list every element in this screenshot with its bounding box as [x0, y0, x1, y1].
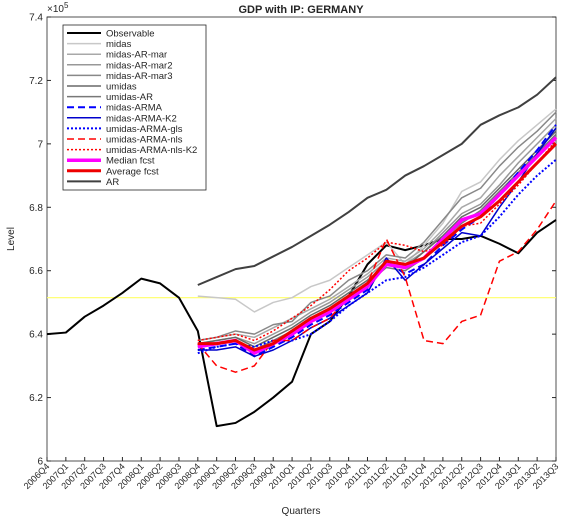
y-multiplier-exponent: 5: [64, 1, 69, 10]
legend-label: midas: [106, 39, 132, 50]
y-tick-label: 6.8: [29, 203, 43, 214]
series-line: [197, 108, 557, 313]
legend: Observablemidasmidas-AR-marmidas-AR-mar2…: [62, 24, 207, 191]
y-tick-label: 7: [37, 139, 43, 150]
legend-label: Average fcst: [106, 166, 159, 177]
series-line: [197, 124, 557, 345]
legend-box: [62, 24, 207, 191]
series-line: [197, 142, 558, 352]
chart-title: GDP with IP: GERMANY: [238, 4, 364, 16]
legend-label: umidas: [106, 82, 137, 93]
y-tick-label: 7.4: [29, 13, 43, 24]
series-line: [197, 200, 557, 373]
y-axis-label: Level: [6, 227, 17, 251]
series-line: [197, 158, 557, 355]
y-tick-label: 6.2: [29, 393, 43, 404]
legend-label: umidas-ARMA-nls-K2: [106, 145, 197, 156]
series-line: [197, 117, 557, 342]
y-multiplier-base: ×10: [47, 4, 64, 15]
legend-label: midas-AR-mar2: [106, 60, 173, 71]
legend-label: Median fcst: [106, 156, 155, 167]
legend-label: umidas-ARMA-nls: [106, 135, 183, 146]
series-line: [197, 140, 557, 342]
series-line: [197, 136, 558, 355]
y-tick-label: 6: [37, 457, 43, 468]
y-tick-label: 7.2: [29, 76, 43, 87]
legend-label: midas-AR-mar: [106, 50, 167, 61]
y-multiplier: ×105: [47, 1, 69, 15]
plot-area: [46, 16, 557, 462]
x-axis-label: Quarters: [282, 506, 321, 517]
y-tick-label: 6.6: [29, 266, 43, 277]
legend-label: AR: [106, 177, 119, 188]
legend-label: midas-AR-mar3: [106, 71, 173, 82]
legend-label: midas-ARMA: [106, 103, 163, 114]
y-tick-label: 6.4: [29, 330, 43, 341]
legend-label: Observable: [106, 29, 155, 40]
series-line: [46, 219, 557, 428]
legend-label: midas-ARMA-K2: [106, 113, 177, 124]
legend-label: umidas-ARMA-gls: [106, 124, 183, 135]
legend-label: umidas-AR: [106, 92, 153, 103]
series-line: [197, 76, 557, 286]
